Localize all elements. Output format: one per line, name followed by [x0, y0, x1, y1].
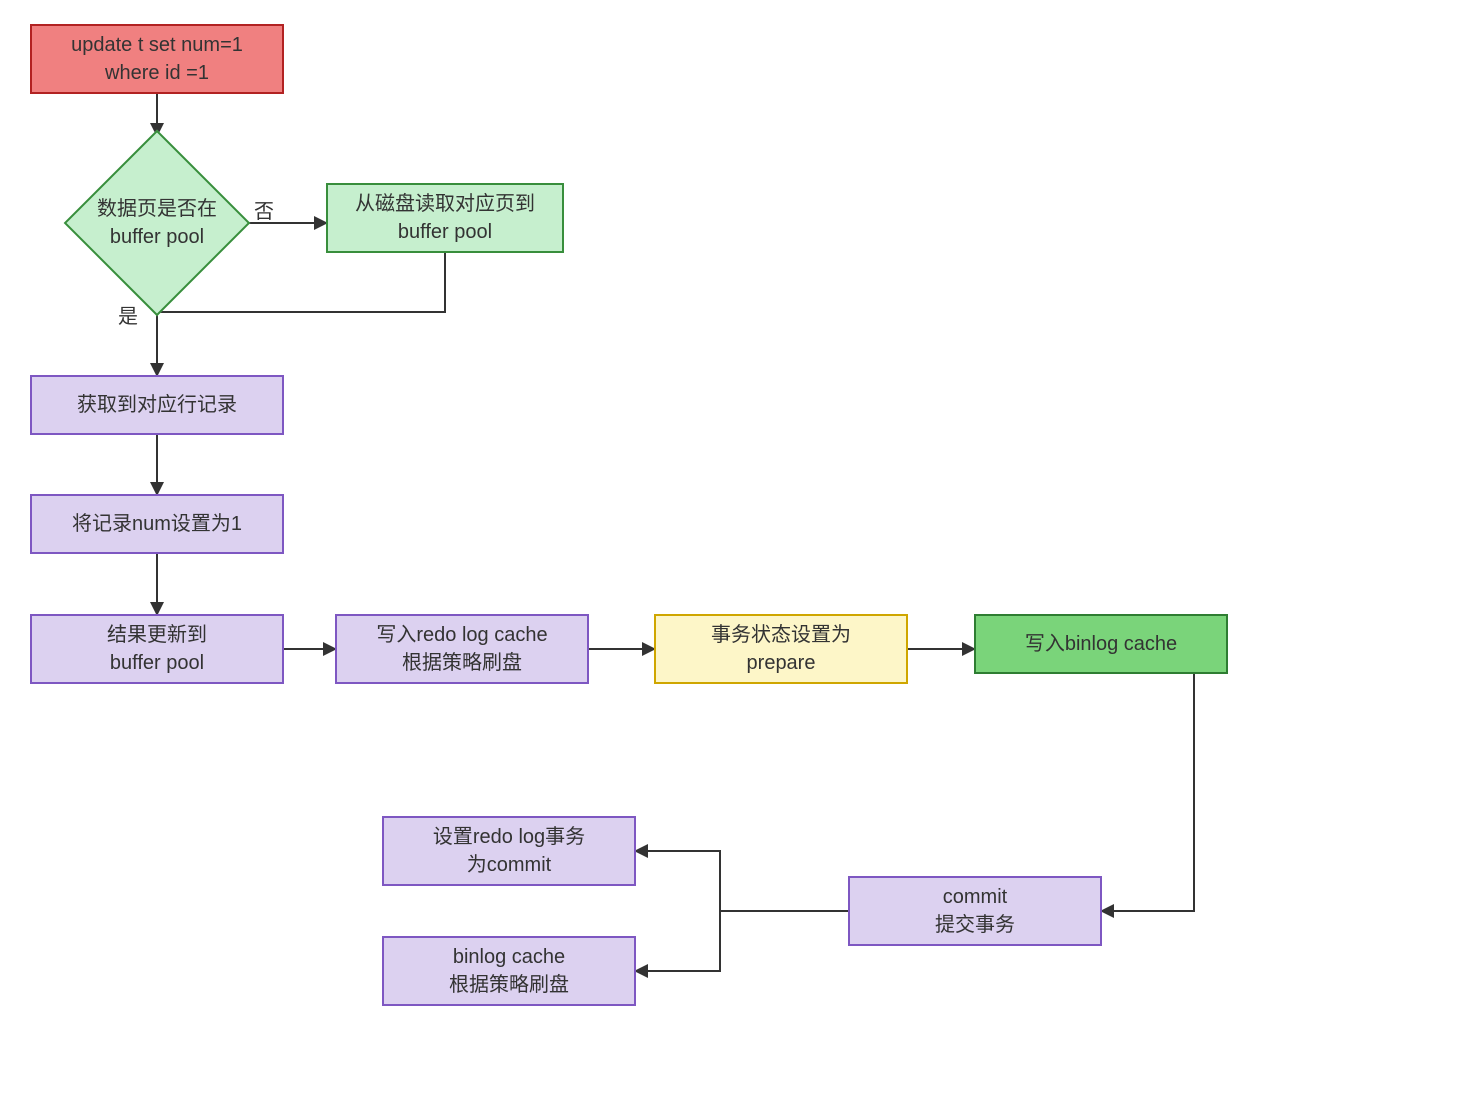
node-n5: 将记录num设置为1	[30, 494, 284, 554]
node-text-line: 根据策略刷盘	[449, 971, 569, 999]
node-n1: update t set num=1where id =1	[30, 24, 284, 94]
edge-label-e2: 否	[254, 195, 274, 224]
edge-e10	[1102, 674, 1194, 911]
node-text-line: 写入binlog cache	[1025, 630, 1177, 658]
node-n10: commit提交事务	[848, 876, 1102, 946]
edge-e12	[636, 911, 720, 971]
node-text-line: buffer pool	[107, 649, 207, 677]
node-text-line: 根据策略刷盘	[376, 649, 547, 677]
edges-layer	[0, 0, 1458, 1114]
node-n12: binlog cache根据策略刷盘	[382, 936, 636, 1006]
node-n2: 数据页是否在buffer pool	[64, 130, 251, 317]
node-text-line: 获取到对应行记录	[77, 391, 237, 419]
node-n8: 事务状态设置为prepare	[654, 614, 908, 684]
node-text-line: where id =1	[71, 59, 243, 87]
node-n6: 结果更新到buffer pool	[30, 614, 284, 684]
node-n9: 写入binlog cache	[974, 614, 1228, 674]
node-text-line: binlog cache	[449, 943, 569, 971]
edge-e11	[636, 851, 848, 911]
node-text-line: 设置redo log事务	[433, 823, 585, 851]
node-text-line: 结果更新到	[107, 621, 207, 649]
node-n11: 设置redo log事务为commit	[382, 816, 636, 886]
flowchart-container: update t set num=1where id =1数据页是否在buffe…	[0, 0, 1458, 1114]
node-text-line: buffer pool	[93, 223, 221, 251]
node-text-line: 从磁盘读取对应页到	[355, 190, 535, 218]
node-text-line: commit	[935, 883, 1015, 911]
node-n4: 获取到对应行记录	[30, 375, 284, 435]
edge-label-e4: 是	[118, 300, 138, 329]
node-n3: 从磁盘读取对应页到buffer pool	[326, 183, 564, 253]
node-text-line: prepare	[711, 649, 851, 677]
node-text-line: 提交事务	[935, 911, 1015, 939]
node-text-line: 为commit	[433, 851, 585, 879]
node-text-line: 事务状态设置为	[711, 621, 851, 649]
node-n7: 写入redo log cache根据策略刷盘	[335, 614, 589, 684]
node-text-line: buffer pool	[355, 218, 535, 246]
node-text-line: 写入redo log cache	[376, 621, 547, 649]
node-text-line: update t set num=1	[71, 31, 243, 59]
node-text-line: 将记录num设置为1	[72, 510, 242, 538]
node-text-line: 数据页是否在	[93, 195, 221, 223]
